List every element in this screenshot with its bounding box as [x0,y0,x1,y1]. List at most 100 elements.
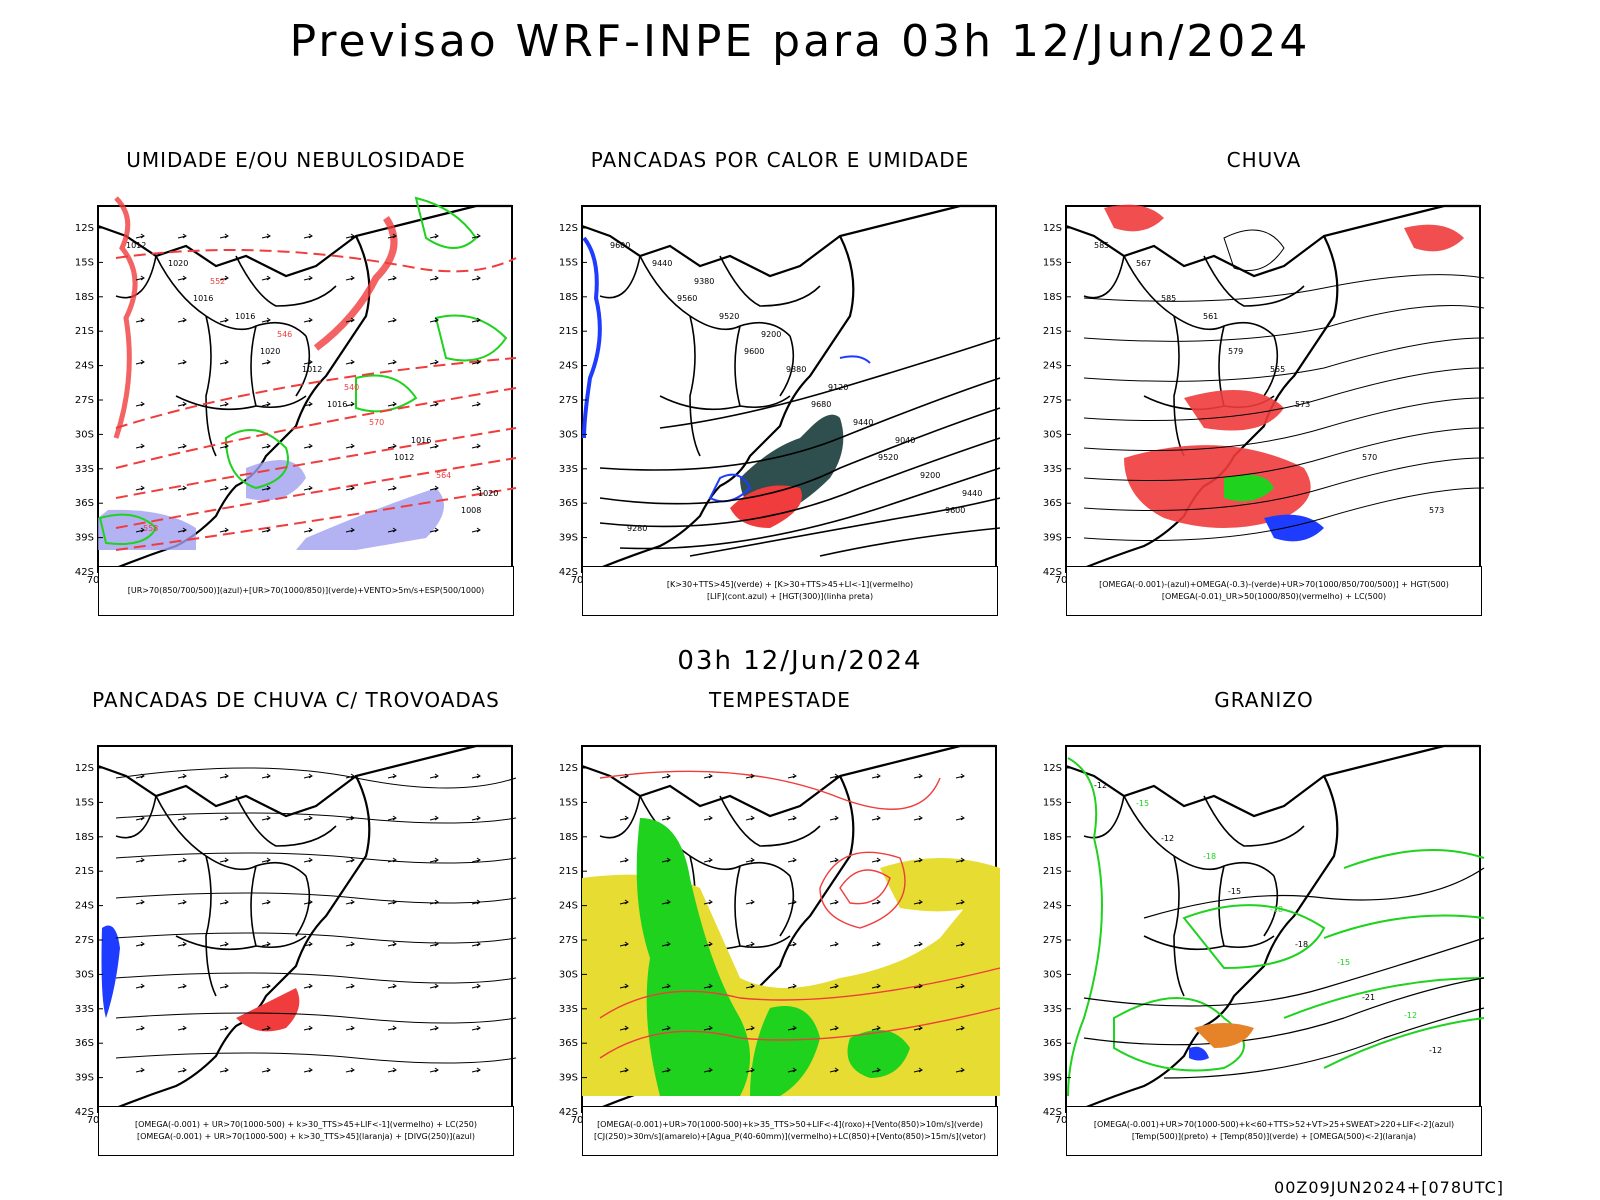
wind-arrow [219,899,229,905]
legend-line: [LIF](cont.azul) + [HGT(300)](linha pret… [706,592,874,601]
contour-label: 9600 [744,347,764,356]
wind-arrow [177,983,187,989]
contour-label: -12 [1429,1046,1442,1055]
wind-arrow [261,941,271,947]
legend-line: [OMEGA(-0.001)-(azul)+OMEGA(-0.3)-(verde… [1099,580,1449,589]
contour-label: 9520 [878,453,898,462]
wind-arrow [429,485,439,491]
wind-arrow [871,815,881,821]
lat-tick-label: 18S [559,292,578,303]
lat-tick-label: 36S [75,1038,94,1049]
wind-arrow [661,941,671,947]
lat-tick-label: 24S [1043,901,1062,912]
wind-arrow [829,899,839,905]
wind-arrow [787,899,797,905]
contour-label: 1008 [461,506,481,515]
wind-arrow [135,275,145,281]
panel-umidade: UMIDADE E/OU NEBULOSIDADE 12S 15S 18S 21S 24… [56,148,536,628]
wind-arrow [619,1025,629,1031]
wind-arrow [745,983,755,989]
contour-label: 9600 [610,241,630,250]
wind-arrow [261,1025,271,1031]
legend-line: [CJ(250)>30m/s](amarelo)+[Agua_P(40-60mm… [594,1132,986,1141]
lat-tick-label: 36S [559,498,578,509]
wind-arrow [661,1067,671,1073]
panel-title: CHUVA [1226,148,1302,172]
contour-label: -18 [1295,940,1308,949]
wind-arrow [955,941,965,947]
contour-label: -12 [1161,834,1174,843]
lat-tick-label: 21S [1043,326,1062,337]
wind-arrow [619,941,629,947]
wind-arrow [429,941,439,947]
wind-arrow [429,233,439,239]
wind-arrow [471,773,481,779]
wind-arrow [219,941,229,947]
wind-arrow [429,815,439,821]
legend-line: [OMEGA(-0.001)+UR>70(1000-500)+k>35_TTS>… [597,1120,983,1129]
wind-arrow [135,857,145,863]
lat-tick-label: 36S [1043,1038,1062,1049]
lat-tick-label: 15S [559,797,578,808]
wind-arrow [871,941,881,947]
lat-tick-label: 39S [1043,533,1062,544]
contour-label: 9200 [761,330,781,339]
wind-arrow [135,899,145,905]
wind-arrow [471,485,481,491]
lat-tick-label: 33S [75,464,94,475]
wind-arrow [261,1067,271,1073]
wind-arrow [219,1025,229,1031]
wind-arrow [955,983,965,989]
lat-tick-label: 15S [75,257,94,268]
lat-tick-label: 18S [559,832,578,843]
map-base [97,744,513,1113]
lat-tick-label: 30S [559,429,578,440]
contour-label: 9440 [853,418,873,427]
wind-arrow [471,443,481,449]
wind-arrow [703,773,713,779]
wind-arrow [787,983,797,989]
wind-arrow [429,443,439,449]
wind-arrow [135,983,145,989]
wind-arrow [703,941,713,947]
contour-label: 1016 [193,294,213,303]
wind-arrow [619,983,629,989]
wind-arrow [871,1025,881,1031]
lat-tick-label: 33S [559,464,578,475]
wind-arrow [219,773,229,779]
wind-arrow [471,359,481,365]
wind-arrow [303,317,313,323]
contour-label: 558 [143,524,158,533]
wind-arrow [303,443,313,449]
wind-arrow [345,527,355,533]
contour-label: 1020 [260,347,280,356]
wind-arrow [135,527,145,533]
wind-arrow [955,857,965,863]
wind-arrow [135,941,145,947]
wind-arrow [703,983,713,989]
contour-label: 546 [277,330,292,339]
wind-arrow [303,359,313,365]
wind-arrow [345,1025,355,1031]
wind-arrow [303,1067,313,1073]
map-pancadas-calor: 12S15S18S21S24S27S30S33S36S39S42S70W65W6… [559,204,1001,586]
state-borders [115,255,337,457]
wind-arrow [303,983,313,989]
wind-arrow [871,773,881,779]
wind-arrow [703,899,713,905]
lat-tick-label: 15S [1043,797,1062,808]
contour-label: 579 [1228,347,1243,356]
wind-arrow [913,857,923,863]
lat-tick-label: 42S [75,1107,94,1118]
wind-arrow [303,485,313,491]
wind-arrow [429,1067,439,1073]
wind-arrow [955,1025,965,1031]
lat-tick-label: 33S [1043,1004,1062,1015]
state-borders [1083,255,1305,457]
wind-arrow [829,1067,839,1073]
wind-arrow [913,1067,923,1073]
contour-label: -12 [1094,781,1107,790]
lat-tick-label: 42S [559,1107,578,1118]
lat-tick-label: 18S [1043,832,1062,843]
contour-label: 585 [1161,294,1176,303]
